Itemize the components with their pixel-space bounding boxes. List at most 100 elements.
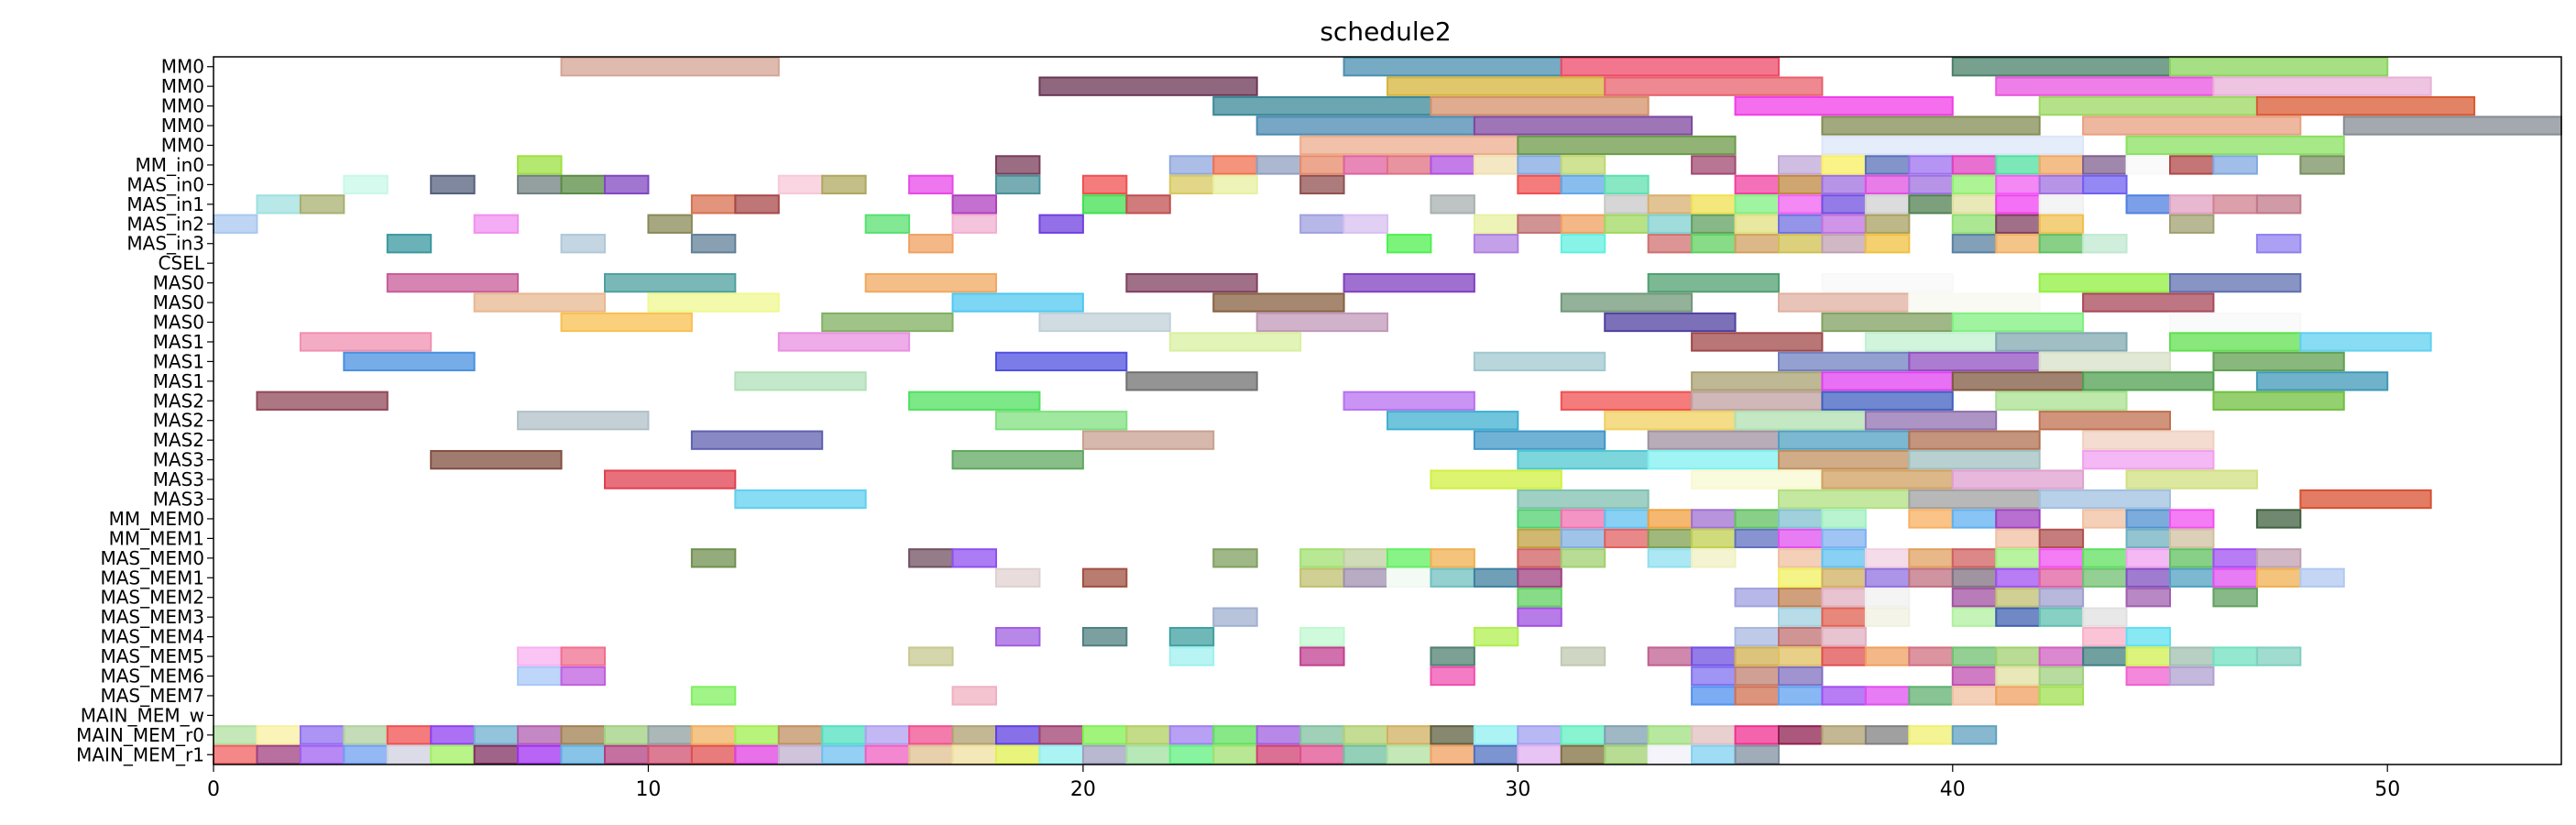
task-bar-412 xyxy=(256,744,301,764)
task-bar-239 xyxy=(2255,509,2302,529)
task-bar-100 xyxy=(864,214,911,234)
task-bar-148 xyxy=(951,292,1084,313)
task-bar-181 xyxy=(1951,371,2085,391)
task-bar-367 xyxy=(1951,686,1998,706)
task-bar-323 xyxy=(1821,626,1867,647)
y-axis: MM0MM0MM0MM0MM0MM_in0MAS_in0MAS_in1MAS_i… xyxy=(76,56,214,765)
task-bar-164 xyxy=(1168,332,1302,352)
task-bar-387 xyxy=(951,725,997,745)
task-bar-108 xyxy=(1604,214,1650,234)
task-bar-204 xyxy=(1908,430,2041,450)
task-bar-39 xyxy=(1864,155,1911,175)
task-bar-143 xyxy=(1821,272,1954,293)
task-bar-190 xyxy=(1995,390,2128,411)
task-bar-74 xyxy=(256,194,301,214)
task-bar-78 xyxy=(951,194,997,214)
y-tick-label-32: MAS_MEM7 xyxy=(100,685,204,707)
task-bar-49 xyxy=(343,174,389,195)
task-bar-388 xyxy=(995,725,1041,745)
task-bar-389 xyxy=(1038,725,1084,745)
task-bar-34 xyxy=(1517,155,1562,175)
task-bar-26 xyxy=(1168,155,1215,175)
y-tick-label-16: MAS1 xyxy=(153,370,204,392)
task-bar-37 xyxy=(1778,155,1824,175)
task-bar-347 xyxy=(2255,646,2302,666)
task-bar-17 xyxy=(1821,116,2041,136)
task-bar-279 xyxy=(1343,567,1388,588)
task-bar-341 xyxy=(1995,646,2041,666)
task-bar-229 xyxy=(1691,509,1737,529)
task-bar-216 xyxy=(1821,469,1954,490)
task-bar-84 xyxy=(1691,194,1737,214)
task-bar-118 xyxy=(2169,214,2215,234)
task-bar-63 xyxy=(1560,174,1606,195)
task-bar-446 xyxy=(1734,744,1780,764)
y-tick-label-10: CSEL xyxy=(159,252,205,274)
task-bar-385 xyxy=(864,725,911,745)
task-bar-353 xyxy=(1778,666,1824,687)
task-bar-277 xyxy=(1081,567,1128,588)
task-bar-407 xyxy=(1821,725,1867,745)
task-bar-290 xyxy=(2038,567,2085,588)
task-bar-57 xyxy=(995,174,1041,195)
task-bar-416 xyxy=(430,744,476,764)
y-tick-label-34: MAIN_MEM_r0 xyxy=(76,724,204,746)
task-bar-406 xyxy=(1778,725,1824,745)
task-bar-111 xyxy=(1734,214,1780,234)
task-bar-445 xyxy=(1691,744,1737,764)
task-bar-270 xyxy=(2038,548,2085,568)
task-bar-394 xyxy=(1255,725,1302,745)
task-bar-300 xyxy=(1821,588,1867,608)
task-bar-4 xyxy=(2169,57,2389,77)
task-bar-390 xyxy=(1081,725,1128,745)
task-bar-91 xyxy=(1995,194,2041,214)
task-bar-133 xyxy=(1995,234,2041,254)
task-bar-86 xyxy=(1778,194,1824,214)
task-bar-89 xyxy=(1908,194,1954,214)
task-bar-375 xyxy=(430,725,476,745)
task-bar-125 xyxy=(1560,234,1606,254)
task-bar-344 xyxy=(2125,646,2172,666)
task-bar-280 xyxy=(1387,567,1432,588)
task-bar-19 xyxy=(2342,116,2563,136)
task-bar-377 xyxy=(517,725,563,745)
task-bar-292 xyxy=(2125,567,2172,588)
task-bar-23 xyxy=(2125,135,2345,156)
task-bar-96 xyxy=(2255,194,2302,214)
task-bar-213 xyxy=(604,469,737,490)
task-bar-60 xyxy=(1212,174,1258,195)
task-bar-171 xyxy=(995,351,1128,372)
y-tick-label-20: MAS3 xyxy=(153,449,204,471)
task-bar-354 xyxy=(1951,666,1998,687)
y-tick-label-27: MAS_MEM2 xyxy=(100,587,204,609)
task-bar-357 xyxy=(2125,666,2172,687)
task-bar-124 xyxy=(1473,234,1519,254)
task-bar-142 xyxy=(1647,272,1780,293)
task-bar-259 xyxy=(1430,548,1475,568)
task-bar-432 xyxy=(1125,744,1171,764)
task-bar-14 xyxy=(2255,95,2476,116)
task-bar-363 xyxy=(1778,686,1824,706)
plot-frame xyxy=(213,56,2562,765)
task-bar-92 xyxy=(2038,194,2085,214)
task-bar-203 xyxy=(1778,430,1911,450)
task-bar-426 xyxy=(864,744,911,764)
task-bar-318 xyxy=(1168,626,1215,647)
task-bar-194 xyxy=(1387,411,1519,431)
task-bar-61 xyxy=(1299,174,1345,195)
task-bar-252 xyxy=(690,548,737,568)
task-bar-182 xyxy=(2082,371,2215,391)
task-bar-193 xyxy=(995,411,1128,431)
task-bar-248 xyxy=(1995,528,2041,549)
task-bar-51 xyxy=(517,174,563,195)
task-bar-79 xyxy=(1081,194,1128,214)
task-bar-50 xyxy=(430,174,476,195)
y-tick-label-30: MAS_MEM5 xyxy=(100,645,204,667)
task-bar-33 xyxy=(1473,155,1519,175)
task-bar-66 xyxy=(1778,174,1824,195)
task-bar-257 xyxy=(1343,548,1388,568)
task-bar-314 xyxy=(2038,607,2085,627)
task-bar-173 xyxy=(1778,351,1911,372)
task-bar-112 xyxy=(1778,214,1824,234)
y-tick-label-24: MM_MEM1 xyxy=(109,527,204,549)
